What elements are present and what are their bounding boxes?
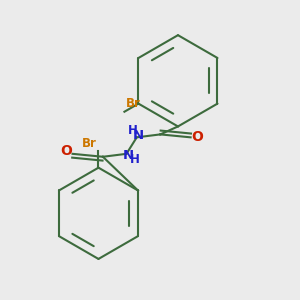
Text: N: N xyxy=(133,129,144,142)
Text: Br: Br xyxy=(126,97,141,110)
Text: N: N xyxy=(122,149,134,162)
Text: O: O xyxy=(60,145,72,158)
Text: Br: Br xyxy=(82,137,97,150)
Text: O: O xyxy=(191,130,203,144)
Text: H: H xyxy=(130,153,140,166)
Text: H: H xyxy=(128,124,137,137)
